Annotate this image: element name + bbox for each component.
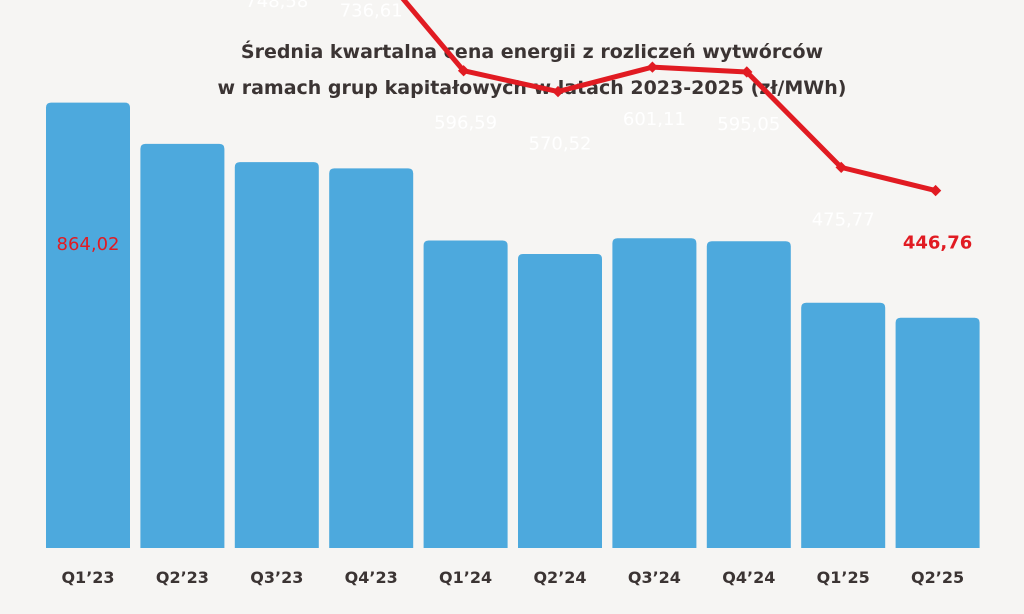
- value-label-8: 475,77: [812, 209, 875, 230]
- value-label-9: 446,76: [903, 233, 972, 254]
- bars-group: [46, 102, 980, 549]
- value-label-7: 595,05: [717, 114, 780, 135]
- category-label-8: Q1’25: [817, 568, 870, 587]
- bar-0: [46, 102, 130, 549]
- bar-6: [612, 238, 697, 548]
- value-label-5: 570,52: [529, 134, 592, 155]
- category-label-7: Q4’24: [722, 568, 775, 587]
- bar-8: [801, 302, 886, 548]
- value-label-3: 736,61: [340, 1, 403, 22]
- value-label-6: 601,11: [623, 109, 686, 130]
- value-labels-group: 864,02784,02748,58736,61596,59570,52601,…: [57, 0, 973, 255]
- bar-3: [329, 168, 414, 549]
- bar-5: [518, 253, 602, 549]
- category-label-6: Q3’24: [628, 568, 681, 587]
- trend-point-8: [835, 161, 847, 174]
- bar-2: [234, 162, 319, 548]
- category-label-2: Q3’23: [250, 568, 303, 587]
- chart-title-line-1: Średnia kwartalna cena energii z rozlicz…: [241, 39, 823, 63]
- category-label-3: Q4’23: [345, 568, 398, 587]
- bar-9: [895, 317, 980, 548]
- bar-7: [706, 241, 791, 549]
- trend-line: [400, 0, 937, 194]
- value-label-2: 748,58: [245, 0, 308, 12]
- category-label-4: Q1’24: [439, 568, 492, 587]
- value-label-0: 864,02: [57, 234, 120, 255]
- category-label-5: Q2’24: [533, 568, 586, 587]
- bar-1: [140, 143, 225, 549]
- trend-point-9: [929, 184, 942, 197]
- trend-point-6: [646, 61, 659, 73]
- value-label-4: 596,59: [434, 113, 497, 134]
- category-label-9: Q2’25: [911, 568, 964, 587]
- category-labels-group: Q1’23 Q2’23 Q3’23 Q4’23 Q1’24 Q2’24 Q3’24 Q4’24…: [61, 568, 964, 587]
- category-label-0: Q1’23: [61, 568, 114, 587]
- bar-4: [423, 240, 508, 548]
- category-label-1: Q2’23: [156, 568, 209, 587]
